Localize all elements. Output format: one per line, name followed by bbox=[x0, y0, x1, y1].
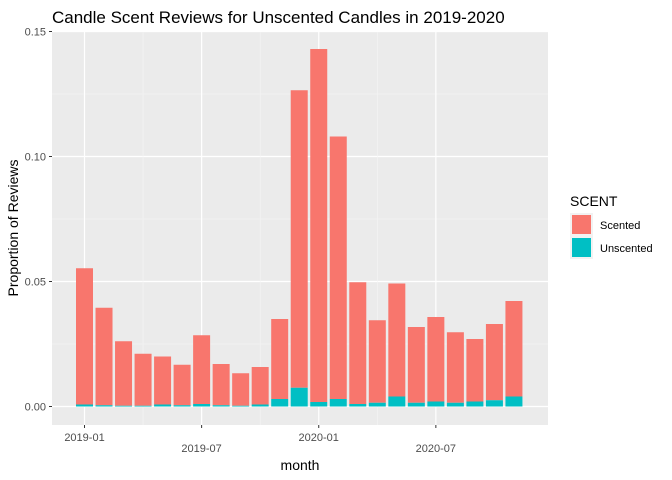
bars bbox=[76, 49, 523, 407]
bar-unscented-2020-04 bbox=[368, 402, 386, 407]
x-axis-title: month bbox=[281, 457, 320, 473]
bar-scented-2020-05 bbox=[388, 283, 406, 397]
bar-unscented-2019-07 bbox=[193, 404, 211, 407]
bar-unscented-2020-08 bbox=[446, 402, 464, 407]
bar-unscented-2020-07 bbox=[427, 401, 445, 407]
bar-unscented-2020-11 bbox=[505, 396, 523, 407]
bar-unscented-2019-03 bbox=[115, 405, 133, 407]
bar-scented-2020-04 bbox=[368, 320, 386, 403]
bar-scented-2020-09 bbox=[466, 339, 484, 402]
x-tick-label: 2020-07 bbox=[416, 443, 456, 455]
y-tick-label: 0.10 bbox=[25, 152, 46, 164]
bar-unscented-2020-09 bbox=[466, 401, 484, 407]
bar-scented-2020-06 bbox=[407, 327, 425, 403]
bar-unscented-2019-01 bbox=[76, 404, 93, 407]
legend-swatch-scented bbox=[572, 215, 591, 234]
bar-unscented-2019-02 bbox=[95, 405, 113, 407]
bar-unscented-2020-10 bbox=[485, 400, 503, 407]
x-tick-label: 2019-01 bbox=[64, 432, 104, 444]
bar-scented-2020-01 bbox=[310, 49, 328, 402]
bar-scented-2020-07 bbox=[427, 317, 445, 402]
bar-scented-2020-08 bbox=[446, 332, 464, 403]
bar-scented-2019-09 bbox=[232, 373, 250, 406]
bar-scented-2019-07 bbox=[193, 335, 211, 404]
bar-unscented-2019-09 bbox=[232, 405, 250, 407]
bar-unscented-2020-06 bbox=[407, 402, 425, 407]
bar-scented-2019-02 bbox=[95, 307, 113, 406]
bar-scented-2019-05 bbox=[154, 356, 172, 405]
bar-unscented-2019-04 bbox=[134, 405, 152, 407]
bar-scented-2020-03 bbox=[349, 282, 367, 404]
legend-label-unscented: Unscented bbox=[600, 243, 653, 255]
bar-unscented-2019-11 bbox=[271, 399, 289, 407]
legend-title: SCENT bbox=[570, 193, 618, 209]
bar-unscented-2019-12 bbox=[290, 387, 308, 407]
legend: SCENT Scented Unscented bbox=[570, 193, 653, 259]
bar-unscented-2019-05 bbox=[154, 404, 172, 407]
bar-unscented-2019-08 bbox=[212, 405, 230, 407]
bar-scented-2020-10 bbox=[485, 324, 503, 401]
bar-unscented-2020-03 bbox=[349, 404, 367, 407]
bar-scented-2020-11 bbox=[505, 301, 523, 397]
y-axis: 0.00 0.05 0.10 0.15 bbox=[25, 27, 52, 414]
y-axis-title: Proportion of Reviews bbox=[5, 160, 21, 297]
x-tick-label: 2019-07 bbox=[181, 443, 221, 455]
legend-swatch-unscented bbox=[572, 238, 591, 257]
bar-unscented-2020-05 bbox=[388, 396, 406, 407]
bar-scented-2019-12 bbox=[290, 90, 308, 388]
y-tick-label: 0.00 bbox=[25, 402, 46, 414]
bar-scented-2019-11 bbox=[271, 319, 289, 399]
bar-scented-2019-04 bbox=[134, 353, 152, 406]
bar-scented-2019-03 bbox=[115, 341, 133, 406]
bar-scented-2019-06 bbox=[173, 364, 191, 406]
y-tick-label: 0.15 bbox=[25, 27, 46, 39]
legend-label-scented: Scented bbox=[600, 220, 640, 232]
chart-title: Candle Scent Reviews for Unscented Candl… bbox=[52, 8, 505, 27]
bar-unscented-2019-10 bbox=[251, 404, 269, 407]
bar-scented-2019-10 bbox=[251, 367, 269, 405]
bar-scented-2019-01 bbox=[76, 268, 93, 405]
bar-scented-2020-02 bbox=[329, 136, 347, 399]
bar-unscented-2020-02 bbox=[329, 399, 347, 407]
x-tick-label: 2020-01 bbox=[299, 432, 339, 444]
x-axis: 2019-01 2019-07 2020-01 2020-07 bbox=[64, 425, 456, 455]
y-tick-label: 0.05 bbox=[25, 277, 46, 289]
bar-scented-2019-08 bbox=[212, 364, 230, 406]
bar-unscented-2020-01 bbox=[310, 402, 328, 407]
bar-unscented-2019-06 bbox=[173, 405, 191, 407]
